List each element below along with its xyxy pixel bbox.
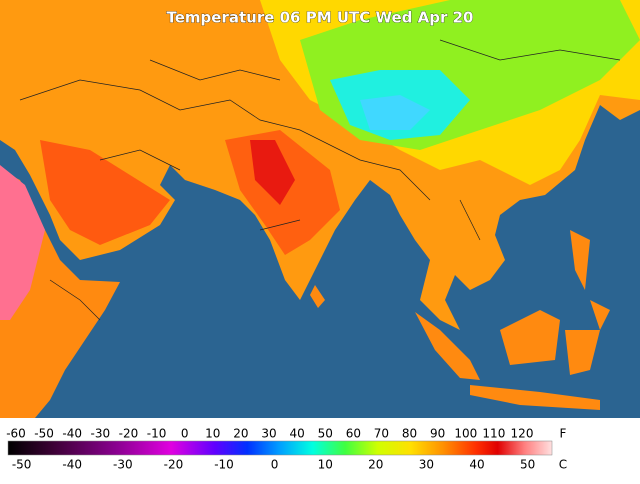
hot-zone-arabia (40, 140, 170, 245)
unit-label-c: C (559, 458, 567, 472)
f-label: 0 (181, 427, 189, 441)
f-label: -30 (91, 427, 111, 441)
c-label: 10 (318, 458, 333, 472)
land-indonesia (310, 230, 610, 410)
map-title: Temperature 06 PM UTC Wed Apr 20 (167, 9, 474, 27)
f-label: -50 (34, 427, 54, 441)
f-label: 60 (346, 427, 361, 441)
f-label: 50 (318, 427, 333, 441)
c-label: -30 (113, 458, 133, 472)
color-legend: F C -60 -50 -40 -30 -20 -10 0 10 20 30 40 50 60 70 80 9… (6, 427, 567, 472)
c-label: 40 (469, 458, 484, 472)
unit-label-f: F (560, 427, 567, 441)
f-label: 30 (261, 427, 276, 441)
c-label: -20 (164, 458, 184, 472)
hot-core-india (250, 140, 295, 205)
color-bar (7, 440, 553, 456)
c-label: -10 (214, 458, 234, 472)
f-label: 80 (402, 427, 417, 441)
f-label: 90 (430, 427, 445, 441)
f-label: -20 (119, 427, 139, 441)
f-label: -10 (147, 427, 167, 441)
c-label: -40 (62, 458, 82, 472)
f-label: -40 (62, 427, 82, 441)
f-label: 40 (289, 427, 304, 441)
map (0, 0, 640, 418)
f-label: 100 (454, 427, 477, 441)
c-label: 20 (368, 458, 383, 472)
f-label: 120 (511, 427, 534, 441)
f-label: -60 (6, 427, 26, 441)
c-label: 50 (520, 458, 535, 472)
c-label: 0 (271, 458, 279, 472)
hot-zone-africa (0, 165, 45, 320)
c-label: -50 (12, 458, 32, 472)
c-label: 30 (419, 458, 434, 472)
f-label: 110 (482, 427, 505, 441)
borders (19, 39, 621, 321)
cool-zone-blue (360, 95, 430, 130)
f-label: 10 (205, 427, 220, 441)
f-label: 70 (374, 427, 389, 441)
f-label: 20 (233, 427, 248, 441)
